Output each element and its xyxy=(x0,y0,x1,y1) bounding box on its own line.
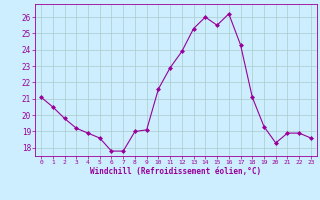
X-axis label: Windchill (Refroidissement éolien,°C): Windchill (Refroidissement éolien,°C) xyxy=(91,167,261,176)
